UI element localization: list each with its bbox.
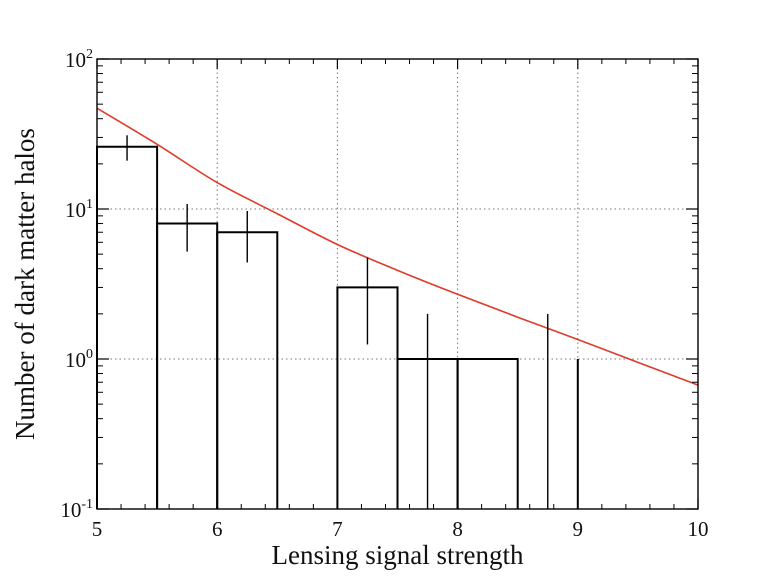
x-tick-label: 6 bbox=[212, 517, 223, 541]
error-bars-layer bbox=[126, 135, 549, 509]
y-tick-label: 102 bbox=[65, 47, 93, 72]
histogram-bar bbox=[156, 222, 219, 509]
histogram-bar bbox=[216, 231, 279, 509]
axis-ticks bbox=[96, 58, 699, 510]
x-tick-labels: 5 6 7 8 9 10 bbox=[92, 517, 709, 541]
x-tick-label: 10 bbox=[688, 517, 709, 541]
y-tick-label: 10-1 bbox=[60, 497, 93, 522]
y-tick-label: 101 bbox=[65, 197, 93, 222]
histogram-bar bbox=[456, 358, 519, 509]
x-tick-label: 7 bbox=[332, 517, 343, 541]
histogram-bar bbox=[96, 145, 159, 509]
model-curve bbox=[96, 107, 699, 386]
x-tick-label: 8 bbox=[452, 517, 463, 541]
y-tick-labels: 10-1 100 101 102 bbox=[60, 47, 93, 522]
histogram-layer bbox=[96, 145, 579, 509]
plot-frame bbox=[96, 58, 699, 510]
model-curve-layer bbox=[96, 107, 699, 386]
x-tick-label: 9 bbox=[573, 517, 584, 541]
y-axis-title: Number of dark matter halos bbox=[10, 128, 40, 440]
y-tick-label: 100 bbox=[65, 347, 93, 372]
x-axis-title: Lensing signal strength bbox=[272, 540, 524, 570]
x-tick-label: 5 bbox=[92, 517, 103, 541]
